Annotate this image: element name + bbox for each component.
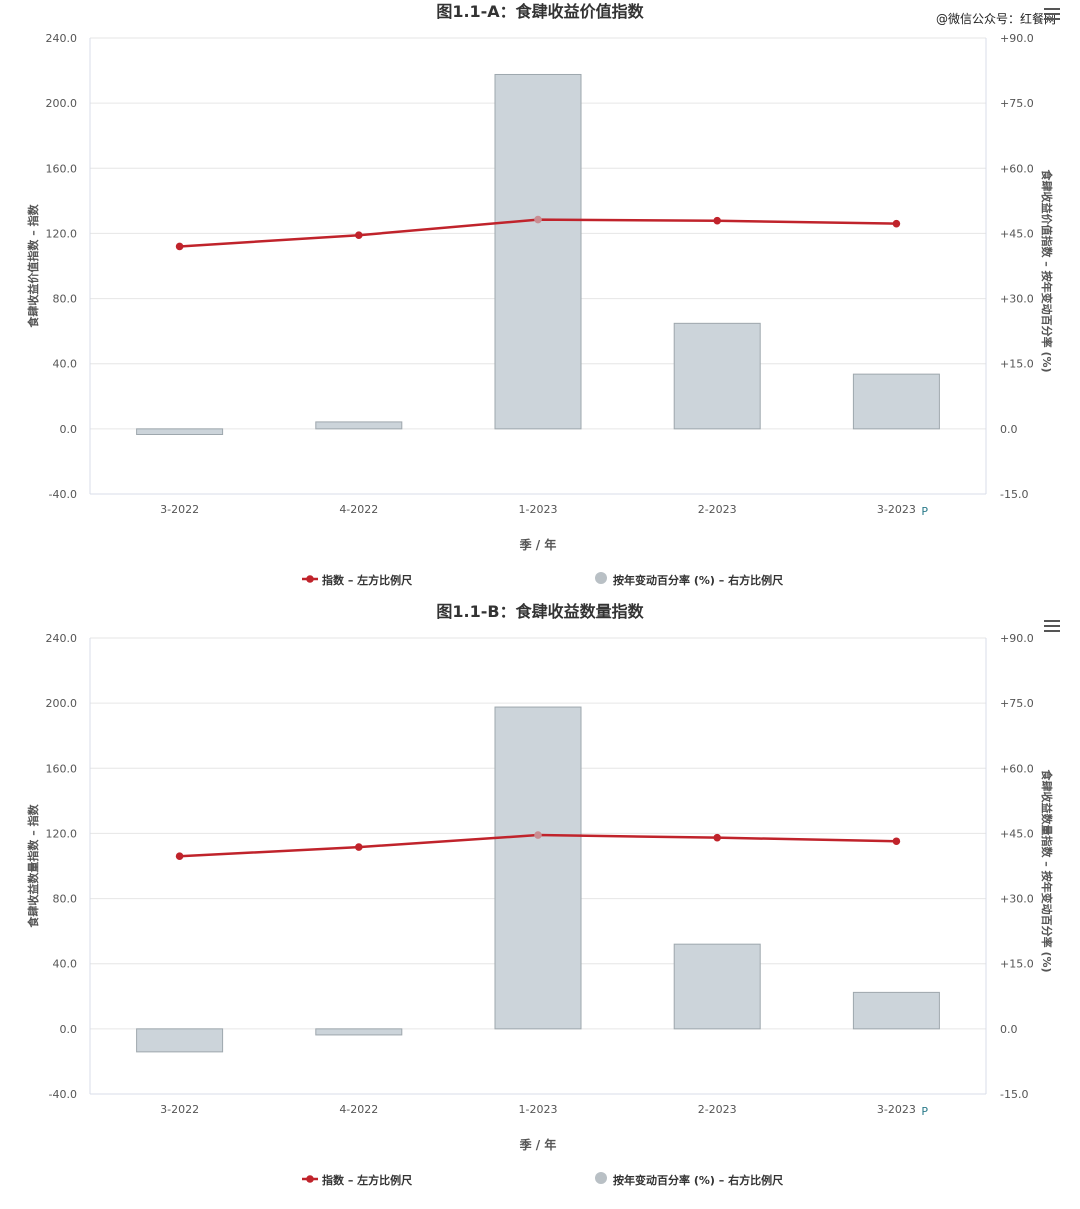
line-point[interactable] <box>355 843 363 851</box>
right-tick-label: +75.0 <box>1000 97 1034 110</box>
category-label: 2-2023 <box>698 1103 737 1116</box>
right-tick-label: +45.0 <box>1000 827 1034 840</box>
right-tick-label: 0.0 <box>1000 423 1018 436</box>
left-tick-label: 200.0 <box>46 697 78 710</box>
left-tick-label: -40.0 <box>49 1088 77 1101</box>
hamburger-menu-icon[interactable] <box>1044 620 1060 634</box>
legend: 指数 – 左方比例尺 按年变动百分率 (%) – 右方比例尺 <box>302 572 783 587</box>
right-tick-label: +60.0 <box>1000 762 1034 775</box>
left-tick-label: 0.0 <box>60 1023 78 1036</box>
bar[interactable] <box>315 1028 403 1036</box>
hamburger-menu-icon[interactable] <box>1044 8 1060 22</box>
x-axis-title: 季 / 年 <box>519 537 557 552</box>
left-axis-title: 食肆收益数量指数 – 指数 <box>26 803 40 927</box>
left-tick-label: 120.0 <box>46 827 78 840</box>
x-axis-title: 季 / 年 <box>519 1137 557 1152</box>
category-label: 4-2022 <box>339 503 378 516</box>
legend-bar-swatch <box>595 572 607 584</box>
legend-line-marker <box>306 575 314 583</box>
chart-title: 图1.1-B：食肆收益数量指数 <box>436 602 644 621</box>
legend-line-marker <box>306 1175 314 1183</box>
right-tick-label: +45.0 <box>1000 227 1034 240</box>
right-tick-label: +90.0 <box>1000 32 1034 45</box>
bar[interactable] <box>852 991 940 1030</box>
line-point[interactable] <box>175 852 184 861</box>
category-label: 3-2022 <box>160 503 199 516</box>
bar[interactable] <box>136 1028 224 1053</box>
chart-b: 图1.1-B：食肆收益数量指数 -40.0 -15.0 0.0 0.0 40.0 +15.0… <box>26 602 1054 1187</box>
left-tick-label: -40.0 <box>49 488 77 501</box>
left-tick-label: 200.0 <box>46 97 78 110</box>
legend-label: 指数 – 左方比例尺 <box>322 573 412 587</box>
left-axis-title: 食肆收益价值指数 – 指数 <box>26 203 40 327</box>
category-label: 3-2023 <box>877 503 916 516</box>
right-axis-title: 食肆收益价值指数 – 按年变动百分率 (%) <box>1040 169 1054 372</box>
legend-label: 指数 – 左方比例尺 <box>322 1173 412 1187</box>
legend-item-bar[interactable]: 按年变动百分率 (%) – 右方比例尺 <box>595 1172 783 1187</box>
line-point[interactable] <box>713 216 721 225</box>
category-suffix: P <box>921 1105 928 1118</box>
line-point[interactable] <box>534 831 542 839</box>
left-tick-label: 80.0 <box>53 293 78 306</box>
category-label: 1-2023 <box>519 503 558 516</box>
legend-item-bar[interactable]: 按年变动百分率 (%) – 右方比例尺 <box>595 572 783 587</box>
right-tick-label: +75.0 <box>1000 697 1034 710</box>
right-tick-label: +15.0 <box>1000 358 1034 371</box>
right-tick-label: +30.0 <box>1000 893 1034 906</box>
legend-item-line[interactable]: 指数 – 左方比例尺 <box>302 573 412 587</box>
left-tick-label: 240.0 <box>46 32 78 45</box>
legend-bar-swatch <box>595 1172 607 1184</box>
left-tick-label: 240.0 <box>46 632 78 645</box>
line-point[interactable] <box>355 231 363 240</box>
right-tick-label: 0.0 <box>1000 1023 1018 1036</box>
left-tick-label: 120.0 <box>46 227 78 240</box>
line-point[interactable] <box>175 242 184 251</box>
bar[interactable] <box>852 373 940 430</box>
right-tick-label: +60.0 <box>1000 162 1034 175</box>
left-tick-label: 80.0 <box>53 893 78 906</box>
line-point[interactable] <box>713 833 721 842</box>
right-tick-label: +90.0 <box>1000 632 1034 645</box>
category-label: 3-2022 <box>160 1103 199 1116</box>
category-label: 3-2023 <box>877 1103 916 1116</box>
line-point[interactable] <box>534 215 542 224</box>
left-tick-label: 160.0 <box>46 762 78 775</box>
right-tick-label: -15.0 <box>1000 488 1028 501</box>
chart-title: 图1.1-A：食肆收益价值指数 <box>436 2 644 21</box>
bar[interactable] <box>673 322 761 430</box>
legend: 指数 – 左方比例尺 按年变动百分率 (%) – 右方比例尺 <box>302 1172 783 1187</box>
line-point[interactable] <box>892 837 901 846</box>
category-label: 4-2022 <box>339 1103 378 1116</box>
bar[interactable] <box>673 943 761 1030</box>
category-suffix: P <box>921 505 928 518</box>
legend-label: 按年变动百分率 (%) – 右方比例尺 <box>613 573 783 587</box>
left-tick-label: 160.0 <box>46 162 78 175</box>
left-tick-label: 0.0 <box>60 423 78 436</box>
bar[interactable] <box>494 706 582 1030</box>
left-tick-label: 40.0 <box>53 358 78 371</box>
legend-label: 按年变动百分率 (%) – 右方比例尺 <box>613 1173 783 1187</box>
legend-item-line[interactable]: 指数 – 左方比例尺 <box>302 1173 412 1187</box>
right-axis-title: 食肆收益数量指数 – 按年变动百分率 (%) <box>1040 769 1054 972</box>
watermark: @微信公众号：红餐网 <box>936 12 1057 26</box>
right-tick-label: +15.0 <box>1000 958 1034 971</box>
bar[interactable] <box>494 73 582 430</box>
right-tick-label: +30.0 <box>1000 293 1034 306</box>
bar[interactable] <box>136 428 224 436</box>
category-label: 2-2023 <box>698 503 737 516</box>
right-tick-label: -15.0 <box>1000 1088 1028 1101</box>
chart-a: 图1.1-A：食肆收益价值指数 -40.0 -15.0 0.0 0.0 40.0 +15.0… <box>26 2 1054 587</box>
line-point[interactable] <box>892 219 901 228</box>
left-tick-label: 40.0 <box>53 958 78 971</box>
bar[interactable] <box>315 421 403 430</box>
category-label: 1-2023 <box>519 1103 558 1116</box>
